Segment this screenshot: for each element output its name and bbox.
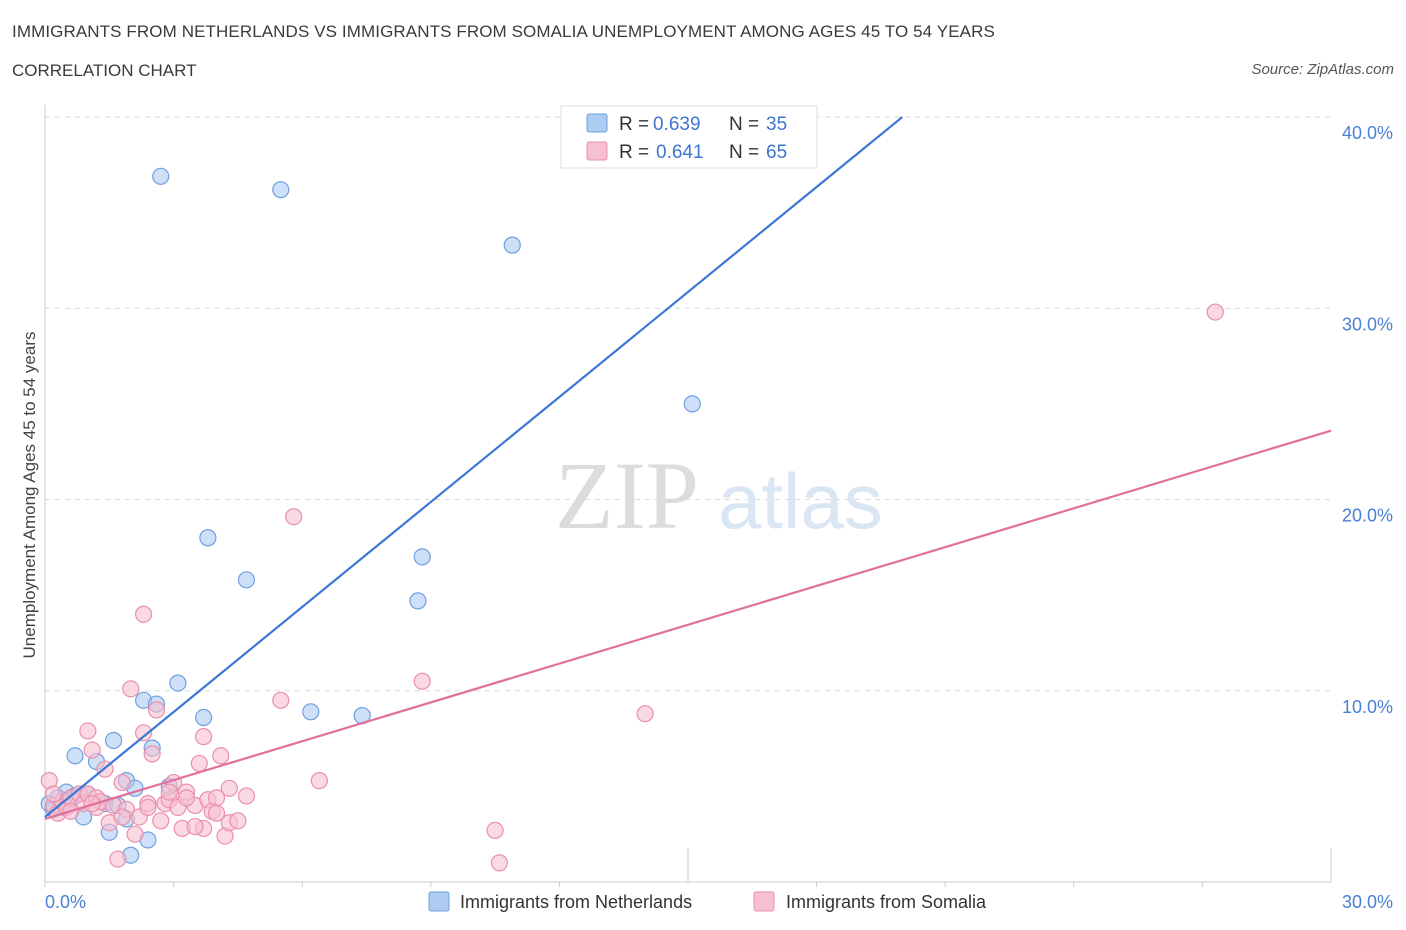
somalia-point [490,854,508,872]
legend-r-value-2: 0.641 [656,142,704,163]
somalia-point [134,605,153,623]
somalia-point [160,783,178,801]
axes: 10.0% 20.0% 30.0% 40.0% 0.0% 30.0% [44,105,1393,912]
somalia-point [486,821,504,839]
netherlands-point [503,236,521,254]
somalia-point [44,785,63,803]
watermark-atlas: atlas [718,457,883,545]
x-tick-label: 30.0% [1342,892,1393,912]
netherlands-point [409,592,427,610]
somalia-point [177,789,196,807]
somalia-point [113,808,131,826]
somalia-point [237,787,256,805]
y-axis-label: Unemployment Among Ages 45 to 54 years [20,332,39,659]
somalia-point [195,728,213,746]
series-legend-swatch-somalia [753,891,775,912]
somalia-point [190,754,208,773]
legend-r-label-1: R = [619,114,649,135]
y-tick-label: 10.0% [1342,697,1393,717]
somalia-point [122,680,140,698]
x-tick-label: 0.0% [45,892,86,912]
somalia-points [40,303,1224,872]
legend-swatch-netherlands [586,113,608,133]
watermark: ZIP atlas [555,442,883,549]
somalia-point [1206,303,1224,321]
somalia-point [139,798,157,817]
somalia-point [126,825,144,843]
y-tick-label: 20.0% [1342,506,1393,526]
legend-n-value-1: 35 [766,114,787,135]
somalia-point [229,812,247,830]
netherlands-point [683,395,701,413]
somalia-point [143,745,161,763]
legend-r-value-1: 0.639 [653,114,701,135]
netherlands-point [104,731,123,750]
somalia-point [147,701,166,719]
chart-subtitle: CORRELATION CHART [12,61,197,80]
somalia-point [83,741,101,759]
trend-lines [44,116,1332,820]
somalia-point [272,691,290,709]
somalia-point [636,705,654,723]
netherlands-point [66,747,84,765]
netherlands-point [272,181,290,199]
series-legend-netherlands: Immigrants from Netherlands [460,892,692,912]
somalia-point [220,779,238,797]
somalia-point [152,812,170,830]
y-tick-label: 30.0% [1342,314,1393,334]
somalia-point [134,724,153,742]
somalia-point [113,773,131,792]
netherlands-point [413,548,431,566]
netherlands-point [302,703,320,721]
legend-swatch-somalia [586,141,608,161]
netherlands-point [237,571,256,589]
source-label: Source: ZipAtlas.com [1251,61,1394,78]
somalia-point [109,850,127,868]
somalia-point [79,722,97,740]
netherlands-point [195,708,213,727]
series-legend: Immigrants from Netherlands Immigrants f… [428,891,987,912]
somalia-point [207,804,226,822]
netherlands-point [152,167,170,185]
correlation-legend: R = 0.639 N = 35 R = 0.641 N = 65 [560,105,818,169]
watermark-zip: ZIP [555,442,699,549]
netherlands-point [199,529,217,547]
netherlands-trend-line [44,116,904,818]
netherlands-point [169,674,187,692]
somalia-point [285,508,303,526]
legend-n-value-2: 65 [766,142,787,163]
somalia-point [413,672,431,690]
series-legend-somalia: Immigrants from Somalia [786,892,987,912]
legend-n-label-2: N = [729,142,759,163]
y-tick-label: 40.0% [1342,123,1393,143]
legend-n-label-1: N = [729,114,759,135]
somalia-point [186,817,204,836]
series-legend-swatch-netherlands [428,891,450,912]
somalia-point [212,747,230,765]
somalia-trend-line [44,429,1332,820]
chart-title: IMMIGRANTS FROM NETHERLANDS VS IMMIGRANT… [12,22,995,41]
somalia-point [310,772,328,790]
legend-r-label-2: R = [619,142,649,163]
